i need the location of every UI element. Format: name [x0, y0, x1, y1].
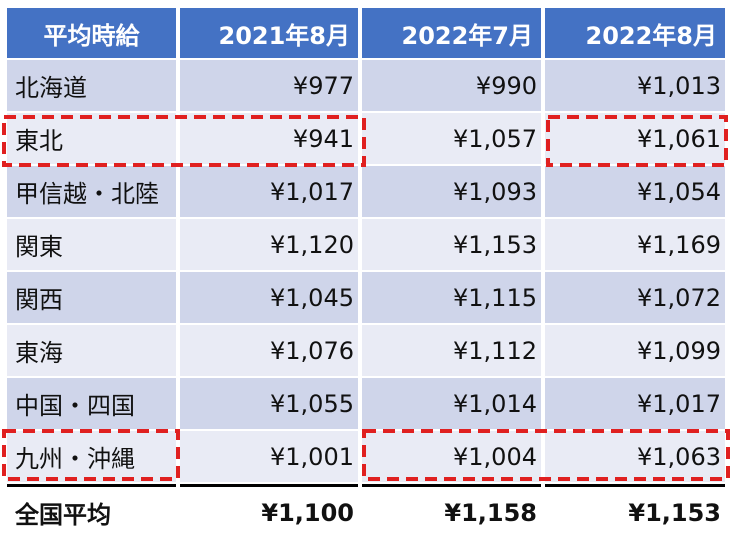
wage-value-cell: ¥1,072: [545, 272, 725, 323]
wage-value-cell: ¥1,045: [180, 272, 358, 323]
wage-value-cell: ¥1,004: [362, 431, 541, 482]
wage-value-cell: ¥1,153: [362, 219, 541, 270]
region-label-cell: 甲信越・北陸: [7, 166, 176, 217]
region-label-cell: 関西: [7, 272, 176, 323]
wage-value-cell: ¥1,057: [362, 113, 541, 164]
header-period-cell: 2022年8月: [545, 8, 725, 58]
region-label-cell: 関東: [7, 219, 176, 270]
wage-value-cell: ¥990: [362, 60, 541, 111]
wage-value-cell: ¥1,112: [362, 325, 541, 376]
total-value-cell: ¥1,158: [362, 484, 541, 538]
total-label-cell: 全国平均: [7, 484, 176, 538]
wage-value-cell: ¥941: [180, 113, 358, 164]
wage-value-cell: ¥1,169: [545, 219, 725, 270]
wage-value-cell: ¥1,093: [362, 166, 541, 217]
wage-value-cell: ¥1,014: [362, 378, 541, 429]
total-value-cell: ¥1,100: [180, 484, 358, 538]
wage-value-cell: ¥1,017: [545, 378, 725, 429]
wage-value-cell: ¥1,055: [180, 378, 358, 429]
wage-value-cell: ¥1,061: [545, 113, 725, 164]
wage-value-cell: ¥1,013: [545, 60, 725, 111]
region-label-cell: 東北: [7, 113, 176, 164]
wage-value-cell: ¥1,099: [545, 325, 725, 376]
wage-value-cell: ¥1,115: [362, 272, 541, 323]
region-label-cell: 北海道: [7, 60, 176, 111]
wage-value-cell: ¥1,120: [180, 219, 358, 270]
wage-value-cell: ¥1,076: [180, 325, 358, 376]
header-period-cell: 2021年8月: [180, 8, 358, 58]
region-label-cell: 中国・四国: [7, 378, 176, 429]
total-value-cell: ¥1,153: [545, 484, 725, 538]
wage-value-cell: ¥1,001: [180, 431, 358, 482]
wage-value-cell: ¥1,017: [180, 166, 358, 217]
header-label-cell: 平均時給: [7, 8, 176, 58]
region-label-cell: 東海: [7, 325, 176, 376]
header-period-cell: 2022年7月: [362, 8, 541, 58]
wage-value-cell: ¥1,063: [545, 431, 725, 482]
region-label-cell: 九州・沖縄: [7, 431, 176, 482]
wage-value-cell: ¥977: [180, 60, 358, 111]
wage-value-cell: ¥1,054: [545, 166, 725, 217]
